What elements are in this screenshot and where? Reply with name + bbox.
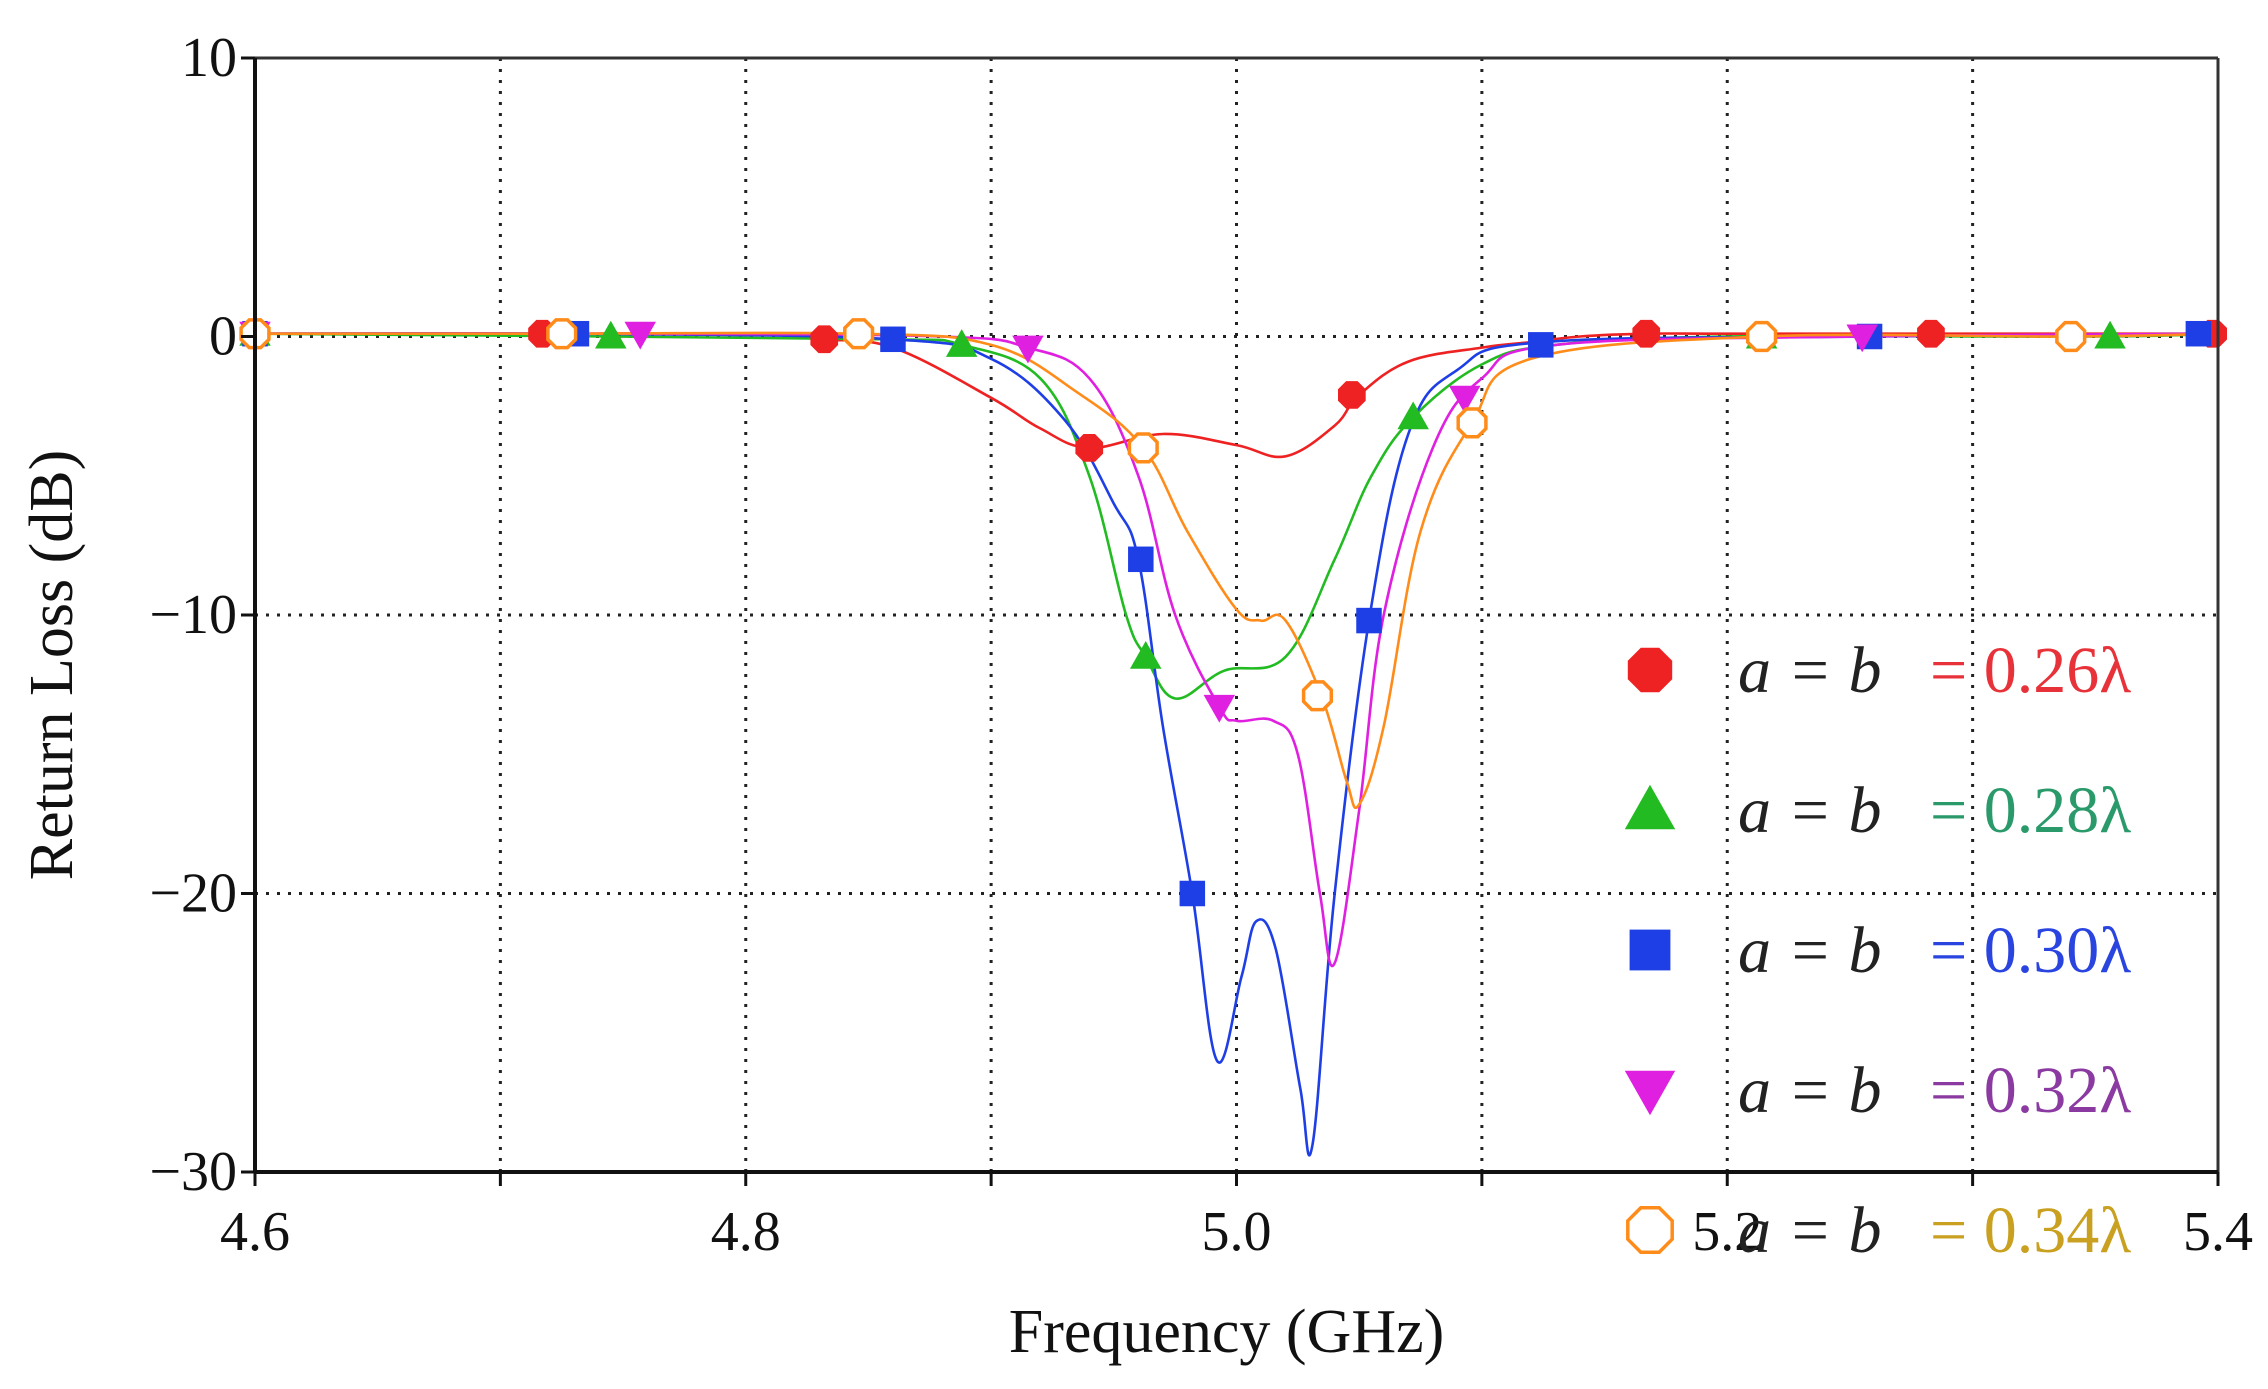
legend-item-1: a = b = 0.28λ: [1624, 774, 2131, 847]
y-tick-label: −20: [149, 863, 237, 925]
legend-label-lhs: a = b: [1738, 634, 1882, 707]
data-point-s3-5: [1846, 324, 1878, 353]
legend-label-lhs: a = b: [1738, 1054, 1882, 1127]
data-point-s3-2: [1012, 335, 1044, 364]
x-tick-label: 4.8: [711, 1201, 781, 1263]
legend-marker-4: [1626, 1206, 1674, 1254]
series-line-3: [254, 332, 2219, 968]
axis-layer: 4.6 4.8 5.0 5.2 5.4 10 0 −10 −20 −30 Frequency (GH…: [18, 27, 2253, 1366]
x-tick-label: 4.6: [220, 1201, 290, 1263]
data-point-s2-4: [1179, 880, 1206, 907]
series-line-2: [254, 331, 2219, 1157]
data-point-s4-1: [546, 318, 578, 350]
data-point-s0-6: [1917, 319, 1945, 348]
data-point-s4-6: [1745, 320, 1778, 353]
data-point-s2-2: [880, 326, 906, 353]
data-point-s1-4: [1397, 401, 1429, 430]
legend-item-3: a = b = 0.32λ: [1624, 1054, 2131, 1127]
data-point-s4-3: [1127, 432, 1159, 464]
legend-label-lhs: a = b: [1738, 774, 1882, 847]
data-point-s0-2: [810, 325, 839, 354]
data-point-s3-1: [624, 321, 656, 350]
legend-marker-0: [1627, 647, 1673, 693]
legend-item-4: a = b = 0.34λ: [1626, 1194, 2131, 1267]
data-point-s4-7: [2055, 320, 2087, 353]
x-tick-label: 5.2: [1692, 1201, 1762, 1263]
y-tick-label: −30: [149, 1141, 237, 1203]
y-tick-label: −10: [149, 584, 237, 646]
data-point-s2-8: [2185, 320, 2212, 347]
data-point-s1-6: [2094, 320, 2126, 349]
legend-marker-1: [1624, 784, 1676, 830]
legend-marker-2: [1629, 929, 1671, 971]
series-layer: [239, 317, 2227, 1157]
data-point-s0-5: [1632, 319, 1661, 348]
data-point-s1-1: [595, 320, 627, 349]
series-line-4: [255, 331, 2219, 810]
legend-label-rhs: = 0.34λ: [1930, 1194, 2131, 1267]
legend-label-lhs: a = b: [1738, 1194, 1882, 1267]
data-point-s4-2: [843, 318, 875, 350]
y-tick-label: 0: [209, 306, 237, 368]
legend-item-0: a = b = 0.26λ: [1627, 634, 2131, 707]
legend-label-rhs: = 0.28λ: [1930, 774, 2131, 847]
y-axis-title: Return Loss (dB): [18, 450, 86, 881]
data-point-s3-4: [1448, 385, 1481, 414]
series-line-0: [255, 331, 2226, 459]
data-point-s1-3: [1129, 641, 1162, 669]
data-point-s2-6: [1528, 332, 1554, 358]
legend-label-lhs: a = b: [1738, 914, 1882, 987]
legend-label-rhs: = 0.30λ: [1930, 914, 2131, 987]
legend-marker-3: [1624, 1070, 1676, 1116]
legend-label-rhs: = 0.32λ: [1930, 1054, 2131, 1127]
data-point-s3-3: [1203, 694, 1236, 723]
data-point-s4-5: [1456, 407, 1488, 439]
grid-layer: [255, 58, 2218, 1172]
data-point-s0-4: [1338, 381, 1366, 409]
data-point-s4-4: [1301, 680, 1334, 712]
legend-item-2: a = b = 0.30λ: [1629, 914, 2131, 987]
legend-label-rhs: = 0.26λ: [1930, 634, 2131, 707]
data-point-s0-3: [1075, 434, 1104, 462]
x-tick-label: 5.0: [1202, 1201, 1272, 1263]
data-point-s1-2: [945, 329, 978, 357]
y-tick-label: 10: [181, 27, 237, 89]
data-point-s2-3: [1128, 546, 1154, 573]
data-point-s2-5: [1356, 607, 1382, 634]
x-tick-label: 5.4: [2183, 1201, 2253, 1263]
x-axis-title: Frequency (GHz): [1009, 1298, 1445, 1366]
